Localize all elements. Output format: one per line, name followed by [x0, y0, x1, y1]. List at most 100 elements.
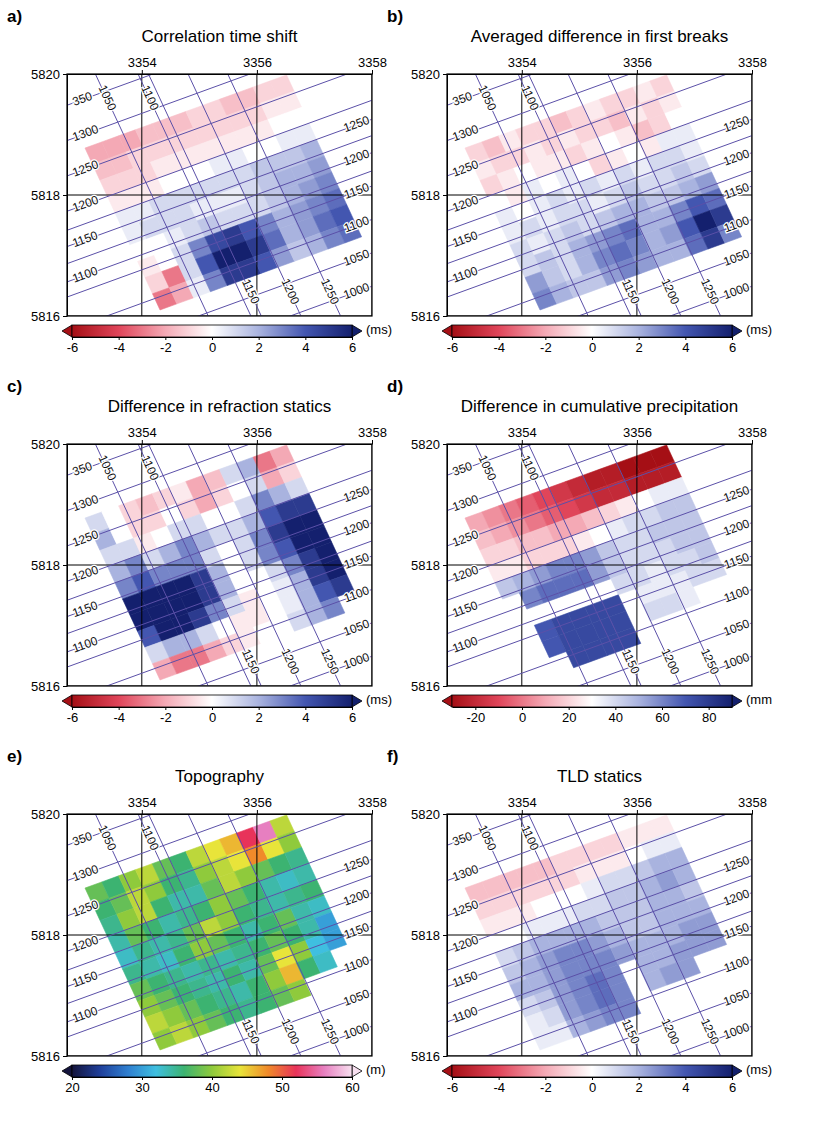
- tick-label: 5818: [31, 928, 60, 943]
- tick-mark: [752, 440, 753, 444]
- x-tick: 3356: [623, 425, 652, 444]
- tick-label: 5818: [411, 188, 440, 203]
- tick-label: 5818: [31, 558, 60, 573]
- axis-line: [67, 75, 68, 317]
- tick-label: 2: [256, 340, 263, 355]
- colorbar-tick: 0: [519, 707, 526, 725]
- x-tick: 3354: [508, 425, 537, 444]
- y-tick: 5816: [31, 679, 67, 694]
- survey-line-label: 1100: [138, 83, 162, 113]
- tick-mark: [443, 316, 447, 317]
- x-tick: 3358: [738, 55, 767, 74]
- colorbar-tick: -2: [160, 707, 172, 725]
- axis-line: [447, 445, 448, 687]
- tick-label: 6: [349, 340, 356, 355]
- survey-line: [447, 814, 752, 1056]
- tick-mark: [63, 316, 67, 317]
- panel-title: Topography: [175, 767, 264, 786]
- survey-line-label: 1250: [342, 853, 372, 875]
- tick-mark: [637, 440, 638, 444]
- x-axis: 335433563358: [448, 795, 767, 815]
- survey-line-label: 1150: [722, 550, 751, 572]
- survey-line-label: 1200: [70, 562, 100, 584]
- y-tick: 5816: [411, 1049, 447, 1064]
- tick-mark: [372, 70, 373, 74]
- colorbar-extend-low: [62, 1065, 72, 1077]
- x-axis: 335433563358: [448, 425, 767, 445]
- panel: 3501300125012001150110012501200115011001…: [0, 204, 835, 1134]
- colorbar-label: (ms): [746, 322, 772, 337]
- panel-letter: f): [387, 747, 398, 766]
- tick-label: 80: [702, 710, 716, 725]
- axis-line: [68, 74, 373, 75]
- survey-line: [447, 74, 752, 316]
- tick-label: 5820: [411, 807, 440, 822]
- survey-line: [67, 444, 372, 686]
- tick-label: 6: [349, 710, 356, 725]
- survey-line-label: 1150: [619, 1017, 643, 1047]
- survey-line-label: 1100: [342, 953, 371, 975]
- survey-line: [447, 814, 752, 1056]
- plot-area: [67, 444, 372, 686]
- survey-line-label: 1000: [722, 280, 752, 302]
- survey-line: [67, 74, 372, 316]
- tick-mark: [443, 686, 447, 687]
- tick-mark: [63, 565, 67, 566]
- tick-label: 5816: [411, 1049, 440, 1064]
- survey-line-label: 1050: [342, 616, 372, 638]
- plot-frame: [67, 74, 372, 316]
- tick-label: 3356: [623, 55, 652, 70]
- tick-label: 40: [609, 710, 623, 725]
- plot-frame: [447, 814, 752, 1056]
- tick-mark: [637, 810, 638, 814]
- survey-line-label: 1150: [450, 968, 479, 990]
- colorbar-ramp: [72, 1065, 352, 1077]
- survey-lines: [447, 74, 752, 316]
- colorbar-extend-high: [732, 325, 742, 337]
- x-tick: 3358: [738, 795, 767, 814]
- survey-line-label: 1150: [619, 277, 643, 307]
- tick-label: 2: [256, 710, 263, 725]
- tick-label: 5818: [411, 558, 440, 573]
- panel-title: Difference in refraction statics: [108, 397, 332, 416]
- survey-line: [67, 74, 372, 316]
- y-axis: 5816 5818 5820: [31, 437, 67, 694]
- tick-label: 5816: [31, 309, 60, 324]
- survey-line-label: 1100: [70, 633, 99, 655]
- survey-line-label: 1050: [475, 453, 499, 483]
- grid-line: [447, 444, 752, 445]
- survey-line-label: 1250: [70, 527, 100, 549]
- tick-mark: [63, 444, 67, 445]
- plot-area: [447, 444, 752, 686]
- colorbar-label: (ms): [366, 692, 392, 707]
- colorbar-tick: 50: [275, 1077, 289, 1095]
- tick-mark: [63, 1056, 67, 1057]
- tick-label: 2: [636, 1080, 643, 1095]
- colorbar-tick: 30: [135, 1077, 149, 1095]
- cells: [465, 445, 727, 668]
- survey-line-label: 1300: [70, 862, 100, 884]
- tick-label: 5820: [411, 437, 440, 452]
- survey-line-label: 350: [450, 89, 474, 109]
- tick-label: 3354: [508, 425, 537, 440]
- colorbar-label: (ms): [746, 1062, 772, 1077]
- cells: [465, 75, 742, 310]
- plot-frame: [67, 444, 372, 686]
- colorbar-tick: 20: [65, 1077, 79, 1095]
- survey-line: [447, 444, 752, 686]
- survey-lines: [67, 74, 372, 316]
- colorbar-extend-low: [442, 695, 452, 707]
- tick-label: 5820: [31, 437, 60, 452]
- colorbar-tick: -6: [447, 1077, 459, 1095]
- tick-label: 40: [205, 1080, 219, 1095]
- survey-line-label: 1300: [450, 122, 480, 144]
- survey-line-label: 1250: [698, 276, 722, 306]
- tick-label: -4: [113, 340, 125, 355]
- colorbar: -6-4-20246(ms): [62, 322, 392, 355]
- tick-label: -2: [160, 340, 172, 355]
- tick-label: 3354: [128, 795, 157, 810]
- grid-line: [447, 814, 752, 815]
- colorbar-tick: 6: [729, 337, 736, 355]
- colorbar-tick: 20: [562, 707, 576, 725]
- colorbar-extend-high: [352, 695, 362, 707]
